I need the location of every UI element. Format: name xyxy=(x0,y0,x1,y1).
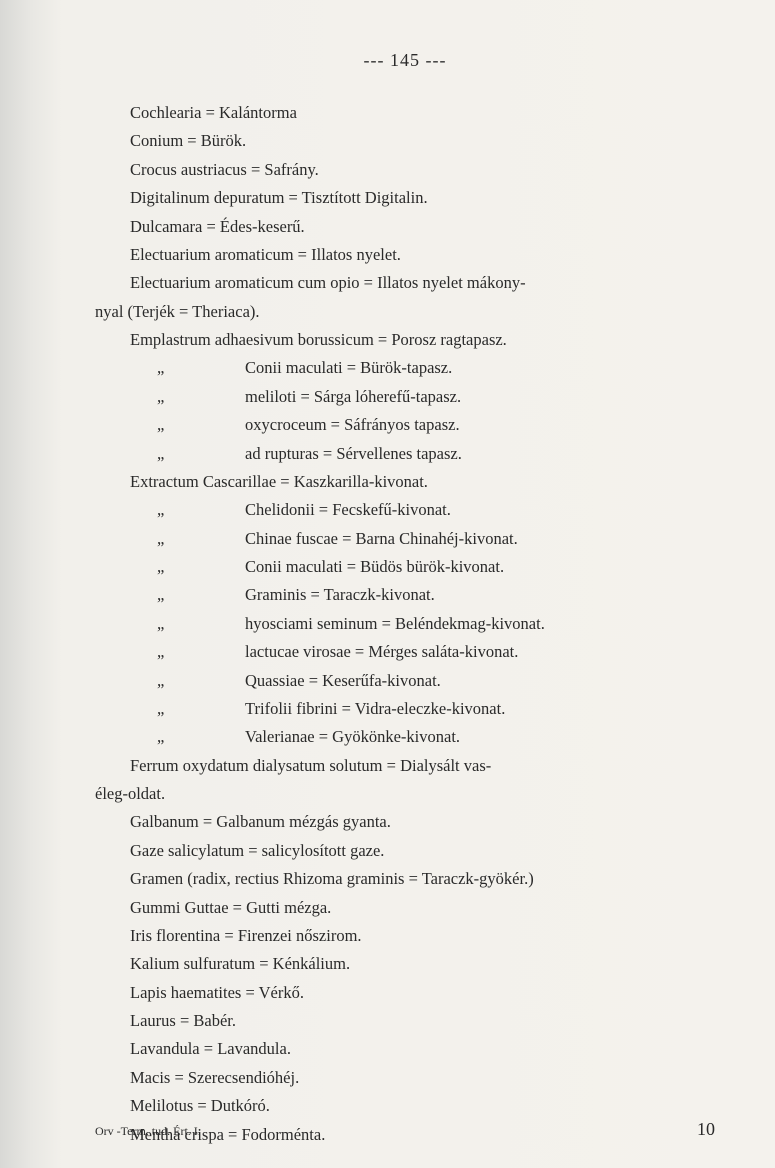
line-text: Chelidonii = Fecskefű-kivonat. xyxy=(245,500,451,519)
text-line: Laurus = Babér. xyxy=(95,1007,715,1035)
text-line: „ Chinae fuscae = Barna Chinahéj-kivonat. xyxy=(95,525,715,553)
text-line: Cochlearia = Kalántorma xyxy=(95,99,715,127)
ditto-mark: „ xyxy=(157,723,164,751)
document-content: Cochlearia = KalántormaConium = Bürök.Cr… xyxy=(95,99,715,1149)
line-text: Chinae fuscae = Barna Chinahéj-kivonat. xyxy=(245,529,518,548)
line-text: hyosciami seminum = Beléndekmag-kivonat. xyxy=(245,614,545,633)
line-text: Quassiae = Keserűfa-kivonat. xyxy=(245,671,441,690)
text-line: „ Quassiae = Keserűfa-kivonat. xyxy=(95,667,715,695)
text-line: „ Chelidonii = Fecskefű-kivonat. xyxy=(95,496,715,524)
text-line: „ Valerianae = Gyökönke-kivonat. xyxy=(95,723,715,751)
line-text: Conii maculati = Bürök-tapasz. xyxy=(245,358,452,377)
text-line: Gramen (radix, rectius Rhizoma graminis … xyxy=(95,865,715,893)
ditto-mark: „ xyxy=(157,411,164,439)
text-line: Digitalinum depuratum = Tisztított Digit… xyxy=(95,184,715,212)
text-line: „ ad rupturas = Sérvellenes tapasz. xyxy=(95,440,715,468)
line-text: Valerianae = Gyökönke-kivonat. xyxy=(245,727,460,746)
ditto-mark: „ xyxy=(157,581,164,609)
footer-source: Orv -Term. tud. Ért. I. xyxy=(95,1124,201,1139)
text-line: „ Graminis = Taraczk-kivonat. xyxy=(95,581,715,609)
text-line: Macis = Szerecsendióhéj. xyxy=(95,1064,715,1092)
text-line: „ meliloti = Sárga lóherefű-tapasz. xyxy=(95,383,715,411)
text-line: „ Conii maculati = Büdös bürök-kivonat. xyxy=(95,553,715,581)
text-line: Melilotus = Dutkóró. xyxy=(95,1092,715,1120)
text-line: „ hyosciami seminum = Beléndekmag-kivonat… xyxy=(95,610,715,638)
text-line: Crocus austriacus = Safrány. xyxy=(95,156,715,184)
line-text: Graminis = Taraczk-kivonat. xyxy=(245,585,435,604)
text-line: Iris florentina = Firenzei nőszirom. xyxy=(95,922,715,950)
text-line: Extractum Cascarillae = Kaszkarilla-kivo… xyxy=(95,468,715,496)
text-line: „ lactucae virosae = Mérges saláta-kivona… xyxy=(95,638,715,666)
footer-page-signature: 10 xyxy=(697,1119,715,1140)
text-line: Ferrum oxydatum dialysatum solutum = Dia… xyxy=(95,752,715,780)
ditto-mark: „ xyxy=(157,610,164,638)
text-line: „ Trifolii fibrini = Vidra-eleczke-kivona… xyxy=(95,695,715,723)
page-footer: Orv -Term. tud. Ért. I. 10 xyxy=(95,1119,715,1140)
line-text: meliloti = Sárga lóherefű-tapasz. xyxy=(245,387,461,406)
text-line: éleg-oldat. xyxy=(95,780,715,808)
ditto-mark: „ xyxy=(157,667,164,695)
text-line: Conium = Bürök. xyxy=(95,127,715,155)
ditto-mark: „ xyxy=(157,440,164,468)
line-text: lactucae virosae = Mérges saláta-kivonat… xyxy=(245,642,518,661)
text-line: Lapis haematites = Vérkő. xyxy=(95,979,715,1007)
text-line: Electuarium aromaticum cum opio = Illato… xyxy=(95,269,715,297)
text-line: Gaze salicylatum = salicylosított gaze. xyxy=(95,837,715,865)
text-line: Galbanum = Galbanum mézgás gyanta. xyxy=(95,808,715,836)
ditto-mark: „ xyxy=(157,496,164,524)
line-text: oxycroceum = Sáfrányos tapasz. xyxy=(245,415,460,434)
page-number: --- 145 --- xyxy=(95,50,715,71)
ditto-mark: „ xyxy=(157,525,164,553)
text-line: Emplastrum adhaesivum borussicum = Poros… xyxy=(95,326,715,354)
line-text: Trifolii fibrini = Vidra-eleczke-kivonat… xyxy=(245,699,505,718)
ditto-mark: „ xyxy=(157,553,164,581)
text-line: Lavandula = Lavandula. xyxy=(95,1035,715,1063)
line-text: Conii maculati = Büdös bürök-kivonat. xyxy=(245,557,504,576)
ditto-mark: „ xyxy=(157,695,164,723)
ditto-mark: „ xyxy=(157,354,164,382)
text-line: Gummi Guttae = Gutti mézga. xyxy=(95,894,715,922)
text-line: nyal (Terjék = Theriaca). xyxy=(95,298,715,326)
text-line: „ oxycroceum = Sáfrányos tapasz. xyxy=(95,411,715,439)
text-line: Kalium sulfuratum = Kénkálium. xyxy=(95,950,715,978)
text-line: „ Conii maculati = Bürök-tapasz. xyxy=(95,354,715,382)
text-line: Dulcamara = Édes-keserű. xyxy=(95,213,715,241)
ditto-mark: „ xyxy=(157,383,164,411)
text-line: Electuarium aromaticum = Illatos nyelet. xyxy=(95,241,715,269)
ditto-mark: „ xyxy=(157,638,164,666)
line-text: ad rupturas = Sérvellenes tapasz. xyxy=(245,444,462,463)
